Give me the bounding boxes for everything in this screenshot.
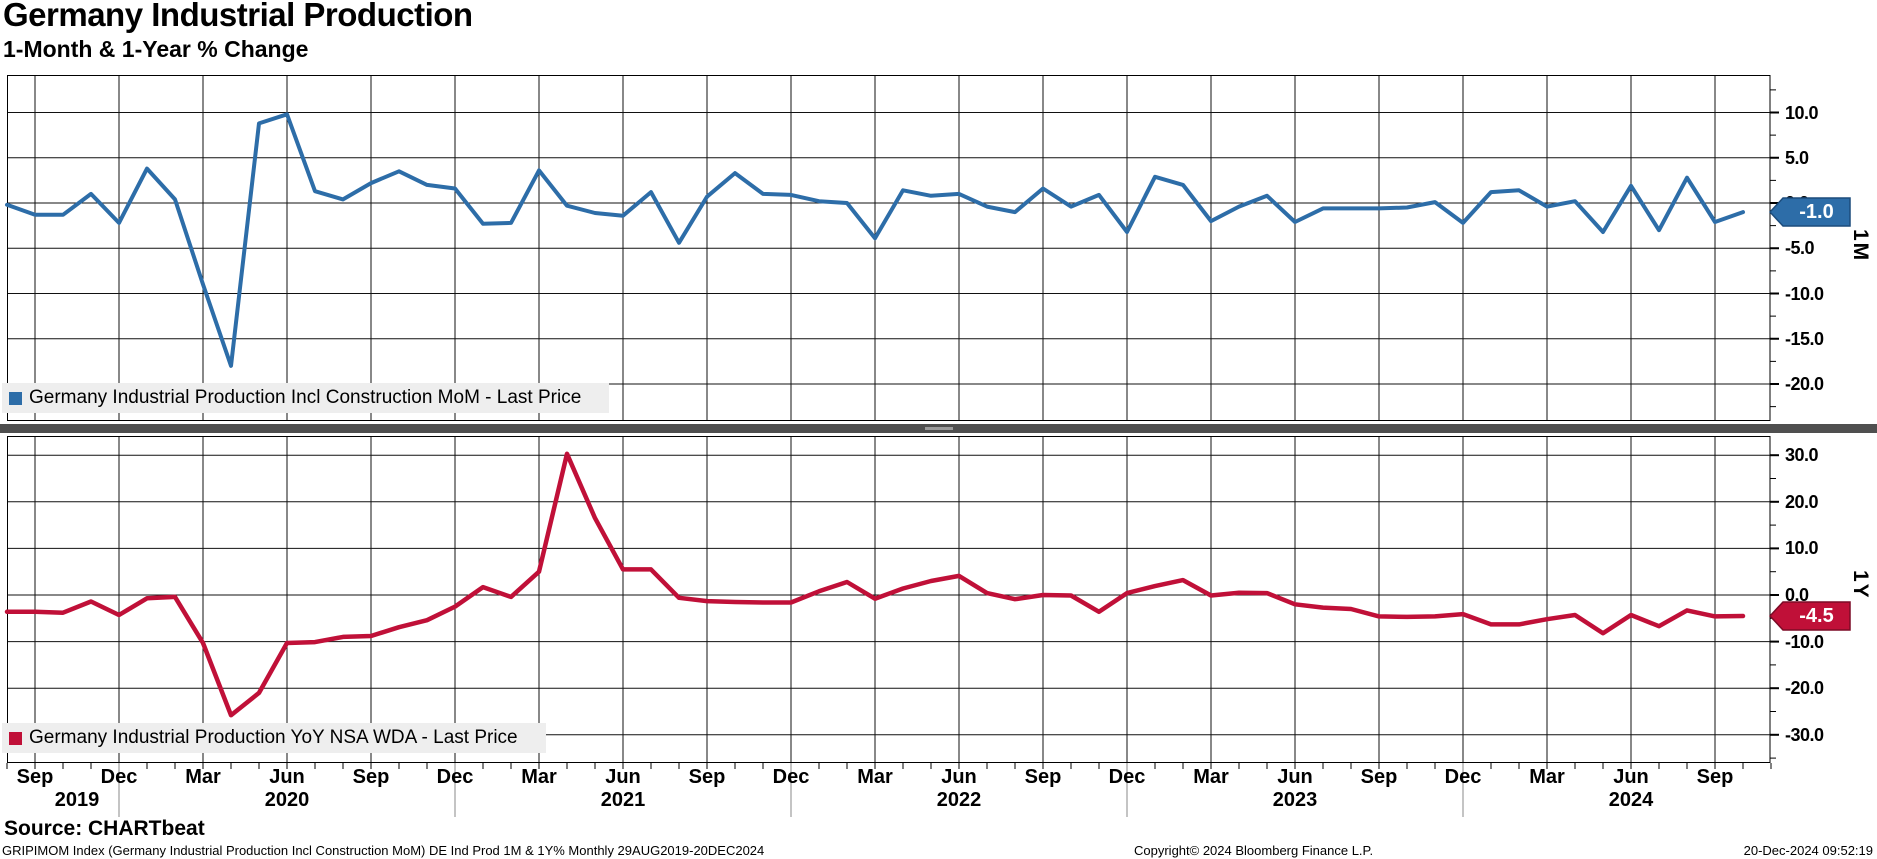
footer-timestamp: 20-Dec-2024 09:52:19: [1743, 843, 1873, 858]
y-axis-ticks-1M: [1770, 89, 1779, 408]
yoy-last-value-flag-label: -4.5: [1799, 604, 1834, 627]
y-tick-label-1M: -5.0: [1785, 238, 1815, 259]
source-label: Source: CHARTbeat: [4, 817, 205, 840]
y-tick-label-1Y: 20.0: [1785, 491, 1819, 512]
y-tick-label-1Y: -10.0: [1785, 631, 1824, 652]
x-year-label: 2023: [1272, 789, 1318, 811]
axis-title-1y: 1Y: [1849, 570, 1872, 600]
x-month-label: Dec: [1444, 766, 1482, 788]
footer-copyright: Copyright© 2024 Bloomberg Finance L.P.: [1134, 843, 1374, 858]
x-month-label: Sep: [1360, 766, 1398, 788]
x-month-label: Dec: [1108, 766, 1146, 788]
y-tick-label-1M: -10.0: [1785, 283, 1824, 304]
divider-handle-icon[interactable]: [925, 427, 953, 430]
x-axis-ticks: [6, 763, 1772, 817]
x-month-label: Sep: [16, 766, 54, 788]
x-month-label: Jun: [605, 766, 641, 788]
x-month-label: Dec: [100, 766, 138, 788]
x-month-label: Mar: [185, 766, 221, 788]
x-year-label: 2021: [600, 789, 646, 811]
1m-last-value-flag: [1768, 197, 1851, 227]
page-title: Germany Industrial Production: [3, 0, 473, 33]
page-subtitle: 1-Month & 1-Year % Change: [3, 36, 309, 62]
y-tick-label-1Y: 30.0: [1785, 445, 1819, 466]
x-month-label: Mar: [521, 766, 557, 788]
1m-series-line: [5, 112, 1745, 368]
y-tick-label-1Y: 10.0: [1785, 538, 1819, 559]
mom-last-value-flag-label: -1.0: [1799, 201, 1834, 224]
y-tick-label-1Y: -20.0: [1785, 678, 1824, 699]
legend-mom-label: Germany Industrial Production Incl Const…: [29, 387, 582, 408]
x-month-label: Jun: [269, 766, 305, 788]
x-month-label: Mar: [1529, 766, 1565, 788]
gridlines-1M: [7, 75, 1770, 421]
y-tick-label-1Y: -30.0: [1785, 724, 1824, 745]
x-year-label: 2020: [264, 789, 310, 811]
x-month-label: Sep: [688, 766, 726, 788]
x-month-label: Sep: [352, 766, 390, 788]
x-month-label: Sep: [1696, 766, 1734, 788]
x-year-label: 2019: [54, 789, 100, 811]
x-month-label: Dec: [772, 766, 810, 788]
legend-yoy-series[interactable]: Germany Industrial Production YoY NSA WD…: [2, 723, 546, 753]
y-tick-label-1M: -15.0: [1785, 328, 1824, 349]
x-month-label: Jun: [1613, 766, 1649, 788]
legend-yoy-marker-icon: [9, 731, 22, 745]
1y-series-line: [4, 451, 1746, 718]
footer-ticker-description: GRIPIMOM Index (Germany Industrial Produ…: [2, 843, 765, 858]
x-month-label: Jun: [941, 766, 977, 788]
x-year-label: 2022: [936, 789, 982, 811]
legend-mom-marker-icon: [9, 391, 22, 405]
y-tick-label-1M: 10.0: [1785, 102, 1819, 123]
x-month-label: Mar: [1193, 766, 1229, 788]
y-axis-ticks-1Y: [1770, 454, 1779, 759]
x-month-label: Dec: [436, 766, 474, 788]
1y-last-value-flag: [1768, 601, 1851, 631]
plot-area-1Y[interactable]: [7, 436, 1771, 763]
legend-yoy-label: Germany Industrial Production YoY NSA WD…: [29, 727, 518, 748]
y-tick-label-1M: 5.0: [1785, 147, 1809, 168]
x-month-label: Mar: [857, 766, 893, 788]
y-tick-label-1Y: 0.0: [1785, 585, 1809, 605]
axis-title-1m: 1M: [1849, 229, 1872, 263]
x-month-label: Sep: [1024, 766, 1062, 788]
x-year-label: 2024: [1608, 789, 1654, 811]
legend-mom-series[interactable]: Germany Industrial Production Incl Const…: [2, 383, 610, 413]
x-month-label: Jun: [1277, 766, 1313, 788]
y-tick-label-1M: -20.0: [1785, 374, 1824, 394]
